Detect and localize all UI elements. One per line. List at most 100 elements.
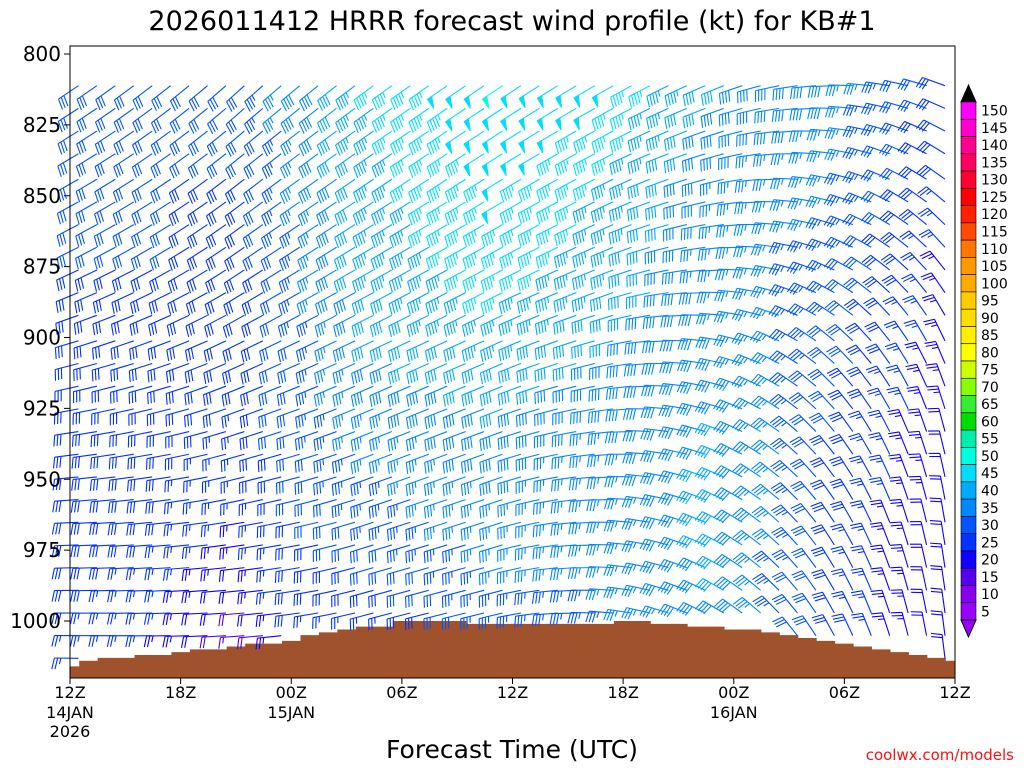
wind-barb	[920, 272, 946, 293]
wind-barb	[569, 431, 595, 447]
wind-barb	[679, 269, 706, 284]
wind-barb	[770, 460, 798, 478]
wind-barb	[371, 178, 393, 204]
wind-barb	[694, 401, 724, 415]
wind-barb	[405, 589, 429, 608]
wind-barb	[640, 450, 669, 463]
wind-barb	[590, 269, 614, 290]
wind-barb	[199, 635, 226, 649]
wind-barb	[823, 172, 853, 186]
wind-barb	[294, 499, 319, 517]
wind-barb	[370, 246, 393, 271]
wind-barb	[349, 567, 374, 586]
wind-barb	[315, 246, 337, 271]
wind-barb	[791, 592, 817, 614]
wind-barb	[404, 612, 429, 631]
wind-barb	[898, 187, 927, 203]
wind-barb	[553, 292, 577, 313]
colorbar-swatch	[960, 498, 977, 517]
wind-barb	[296, 269, 319, 294]
wind-barb	[444, 246, 466, 270]
wind-barb	[387, 385, 411, 407]
wind-barb	[880, 253, 909, 271]
wind-barb	[498, 314, 522, 337]
wind-barb	[425, 314, 448, 337]
wind-barb	[222, 340, 245, 363]
wind-barb	[890, 566, 909, 591]
wind-barb	[699, 178, 724, 197]
wind-barb	[830, 545, 854, 568]
wind-barb	[185, 292, 208, 316]
wind-barb	[700, 107, 724, 128]
wind-barb	[732, 485, 761, 501]
wind-barb	[550, 499, 577, 514]
wind-barb	[622, 429, 651, 442]
wind-barb	[750, 417, 780, 433]
wind-barb	[200, 567, 226, 582]
wind-barb	[148, 292, 171, 315]
wind-barb	[514, 612, 540, 628]
wind-barb	[517, 246, 540, 270]
wind-barb	[848, 432, 872, 455]
x-tick-label: 06Z	[386, 683, 417, 702]
wind-barb	[573, 85, 595, 108]
wind-barb	[408, 107, 430, 133]
wind-barb	[554, 224, 577, 247]
wind-barb	[262, 85, 282, 112]
wind-barb	[664, 107, 688, 129]
wind-barb	[277, 340, 300, 363]
wind-barb	[753, 130, 780, 146]
wind-barb	[461, 363, 485, 385]
colorbar-swatch	[960, 377, 977, 396]
wind-barb	[713, 553, 743, 569]
wind-barb	[842, 192, 872, 205]
wind-barb	[533, 453, 558, 471]
wind-barb	[222, 314, 245, 338]
credit-text: coolwx.com/models	[866, 746, 1014, 764]
colorbar-label: 30	[981, 518, 999, 534]
wind-barb	[295, 408, 319, 429]
wind-barb	[607, 314, 632, 333]
wind-barb	[925, 363, 946, 387]
wind-barb	[279, 224, 300, 249]
wind-barb	[887, 408, 909, 432]
wind-barb	[497, 476, 522, 495]
wind-barb	[641, 384, 669, 397]
wind-barb	[143, 612, 171, 625]
wind-barb	[609, 178, 632, 201]
colorbar-swatch	[960, 308, 977, 327]
wind-barb	[826, 345, 854, 364]
wind-barb	[898, 209, 927, 226]
wind-barb	[441, 612, 466, 631]
wind-barb	[164, 476, 190, 493]
wind-barb	[645, 178, 669, 199]
y-tick-label: 875	[23, 255, 61, 279]
wind-barb	[751, 528, 780, 546]
wind-barb	[315, 224, 337, 249]
wind-barb	[349, 589, 374, 608]
wind-barb	[930, 610, 946, 636]
wind-barb	[700, 153, 724, 172]
wind-barb	[890, 544, 909, 568]
wind-barb	[76, 85, 98, 111]
wind-barb	[534, 385, 558, 405]
wind-barb	[205, 269, 227, 294]
terrain-layer	[70, 621, 955, 678]
wind-barb	[843, 82, 872, 95]
wind-barb	[860, 212, 890, 226]
wind-barb	[147, 340, 171, 361]
wind-barb	[406, 385, 429, 407]
wind-barb	[73, 362, 98, 382]
wind-barb	[277, 363, 300, 385]
wind-barb	[606, 340, 632, 357]
wind-barb	[791, 615, 817, 636]
terrain-surface	[70, 621, 955, 678]
wind-barb	[388, 292, 411, 315]
wind-barb	[350, 499, 374, 519]
wind-barb	[167, 292, 190, 315]
wind-barb	[732, 507, 761, 523]
wind-barb	[93, 269, 116, 292]
wind-barb	[331, 476, 356, 496]
wind-barb	[220, 453, 245, 473]
